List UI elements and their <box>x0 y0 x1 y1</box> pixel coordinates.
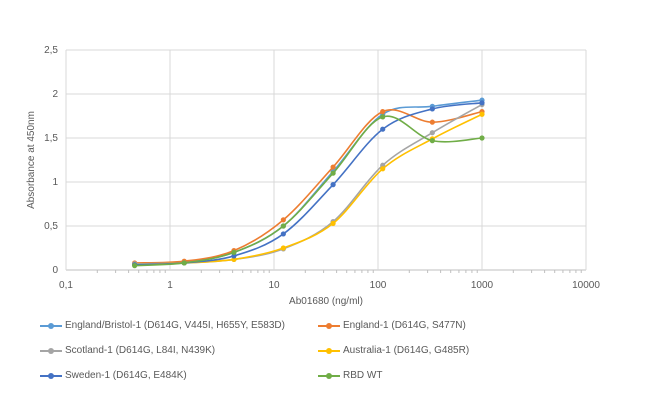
legend-label: England/Bristol-1 (D614G, V445I, H655Y, … <box>65 320 285 331</box>
legend-swatch <box>318 346 340 356</box>
data-point <box>231 249 237 255</box>
data-point <box>429 130 435 136</box>
data-point <box>280 245 286 251</box>
data-point <box>280 217 286 223</box>
y-tick-label: 1 <box>52 177 58 188</box>
data-point <box>280 223 286 229</box>
data-point <box>380 166 386 172</box>
legend-label: Scotland-1 (D614G, L84I, N439K) <box>65 345 216 356</box>
series-line <box>134 103 483 265</box>
data-point <box>330 170 336 176</box>
legend-swatch <box>40 346 62 356</box>
legend-label: RBD WT <box>343 370 383 381</box>
legend-swatch <box>318 321 340 331</box>
y-tick-label: 2,5 <box>44 45 58 56</box>
data-point <box>181 260 187 266</box>
x-tick-label: 10 <box>268 280 280 291</box>
x-tick-label: 100 <box>370 280 387 291</box>
data-point <box>132 263 138 269</box>
data-point <box>330 164 336 170</box>
x-tick-label: 10000 <box>572 280 600 291</box>
legend-swatch <box>40 371 62 381</box>
series-line <box>134 102 483 266</box>
legend-item: Scotland-1 (D614G, L84I, N439K) <box>40 345 215 356</box>
y-tick-label: 0 <box>52 265 58 276</box>
legend-item: England/Bristol-1 (D614G, V445I, H655Y, … <box>40 320 285 331</box>
data-point <box>330 182 336 188</box>
data-point <box>330 220 336 226</box>
data-point <box>429 106 435 112</box>
y-tick-label: 0,5 <box>44 221 58 232</box>
y-tick-label: 1,5 <box>44 133 58 144</box>
y-axis-label: Absorbance at 450nm <box>26 111 37 209</box>
series-line <box>134 115 483 267</box>
data-point <box>479 100 485 106</box>
legend-label: England-1 (D614G, S477N) <box>343 320 466 331</box>
legend-swatch <box>40 321 62 331</box>
legend-label: Australia-1 (D614G, G485R) <box>343 345 470 356</box>
legend-item: England-1 (D614G, S477N) <box>318 320 466 331</box>
data-point <box>429 119 435 125</box>
data-point <box>380 114 386 120</box>
legend-label: Sweden-1 (D614G, E484K) <box>65 370 187 381</box>
x-axis-label: Ab01680 (ng/ml) <box>289 296 363 307</box>
series-line <box>134 109 483 264</box>
x-tick-label: 0,1 <box>59 280 73 291</box>
series-line <box>134 113 483 266</box>
legend-swatch <box>318 371 340 381</box>
legend-item: Australia-1 (D614G, G485R) <box>318 345 469 356</box>
data-point <box>479 135 485 141</box>
data-point <box>479 111 485 117</box>
y-tick-label: 2 <box>52 89 58 100</box>
x-tick-label: 1000 <box>471 280 494 291</box>
legend-item: Sweden-1 (D614G, E484K) <box>40 370 187 381</box>
data-point <box>380 109 386 115</box>
data-point <box>280 231 286 237</box>
data-point <box>429 138 435 144</box>
x-tick-label: 1 <box>167 280 173 291</box>
legend-item: RBD WT <box>318 370 382 381</box>
data-point <box>380 126 386 132</box>
